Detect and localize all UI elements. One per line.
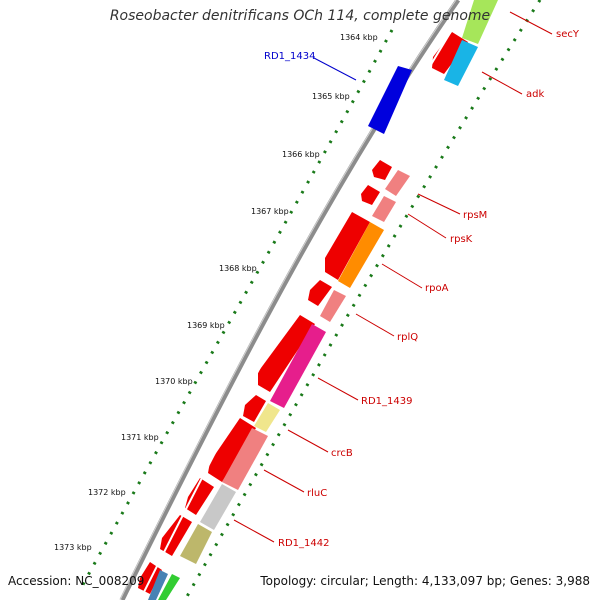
ruler-label: 1367 kbp [251, 207, 289, 216]
ruler-label: 1366 kbp [282, 150, 320, 159]
genome-backbone-highlight [119, 0, 457, 600]
cds-crcB-left[interactable] [243, 395, 266, 422]
feature-blocks [148, 0, 498, 600]
ruler-label: 1369 kbp [187, 321, 225, 330]
gene-label-rpsK[interactable]: rpsK [450, 234, 473, 245]
leader-adk [481, 71, 523, 95]
ruler-label: 1365 kbp [312, 92, 350, 101]
ruler-label: 1370 kbp [155, 377, 193, 386]
cds-rpsK-left[interactable] [361, 185, 380, 205]
feature-rpsK[interactable] [372, 196, 396, 222]
cds-rpoA-left[interactable] [325, 212, 370, 280]
leader-RD1_1439 [317, 377, 359, 401]
gene-label-rluC[interactable]: rluC [307, 488, 327, 499]
cds-RD1_1439-left[interactable] [258, 315, 315, 392]
leader-RD1_1434 [313, 57, 357, 81]
feature-olive[interactable] [180, 524, 212, 564]
accession-text: Accession: NC_008209 [8, 574, 145, 588]
feature-crcB[interactable] [254, 403, 280, 432]
gene-labels: secY adk RD1_1434 rpsM rpsK rpoA rplQ RD… [264, 29, 580, 549]
leader-rpoA [381, 263, 423, 289]
leader-rpsM [417, 193, 461, 215]
leader-rluC [263, 469, 305, 493]
genome-backbone [119, 0, 461, 600]
leader-rpsK [407, 213, 447, 239]
feature-bottom-blue[interactable] [148, 570, 168, 600]
gene-label-rpsM[interactable]: rpsM [463, 210, 487, 221]
topology-text: Topology: circular; Length: 4,133,097 bp… [260, 574, 590, 588]
gene-label-secY[interactable]: secY [556, 29, 580, 40]
cds-rluC-left[interactable] [208, 418, 256, 482]
gene-label-RD1_1442[interactable]: RD1_1442 [278, 538, 329, 549]
feature-adk-cyan[interactable] [444, 40, 478, 86]
inner-tick-ring [183, 0, 542, 600]
gene-label-adk[interactable]: adk [526, 89, 544, 100]
feature-rluC[interactable] [222, 428, 268, 490]
leader-rplQ [355, 313, 395, 337]
leader-RD1_1442 [233, 519, 275, 543]
cds-secY-minus[interactable] [432, 32, 468, 74]
feature-bottom-green[interactable] [158, 574, 180, 600]
map-title: Roseobacter denitrificans OCh 114, compl… [109, 8, 491, 24]
cds-RD1_1442-left[interactable] [185, 478, 214, 515]
feature-RD1_1439[interactable] [270, 324, 326, 408]
minus-strand-cds [138, 32, 468, 594]
cds-rpsM-left[interactable] [372, 160, 392, 180]
slot-separator [139, 0, 471, 600]
ruler-label: 1368 kbp [219, 264, 257, 273]
label-leader-lines [233, 11, 553, 543]
feature-rpoA[interactable] [338, 222, 384, 288]
ruler-label: 1372 kbp [88, 488, 126, 497]
feature-secY-green[interactable] [462, 0, 498, 44]
gene-label-crcB[interactable]: crcB [331, 448, 353, 459]
feature-rplQ[interactable] [320, 290, 346, 322]
gene-label-rpoA[interactable]: rpoA [425, 283, 449, 294]
gene-label-rplQ[interactable]: rplQ [397, 332, 418, 343]
leader-crcB [287, 429, 329, 453]
gene-label-RD1_1434[interactable]: RD1_1434 [264, 51, 315, 62]
ruler-label: 1371 kbp [121, 433, 159, 442]
feature-RD1_1442-gray[interactable] [200, 484, 236, 530]
ruler-label: 1364 kbp [340, 33, 378, 42]
gene-label-RD1_1439[interactable]: RD1_1439 [361, 396, 412, 407]
ruler-label: 1373 kbp [54, 543, 92, 552]
cds-RD1_1434[interactable] [368, 66, 412, 134]
ruler-labels: 1364 kbp 1365 kbp 1366 kbp 1367 kbp 1368… [54, 33, 378, 552]
feature-rpsM[interactable] [385, 170, 410, 196]
leader-secY [509, 11, 553, 35]
cds-rplQ-left[interactable] [308, 280, 332, 306]
outer-tick-ring [78, 29, 394, 591]
